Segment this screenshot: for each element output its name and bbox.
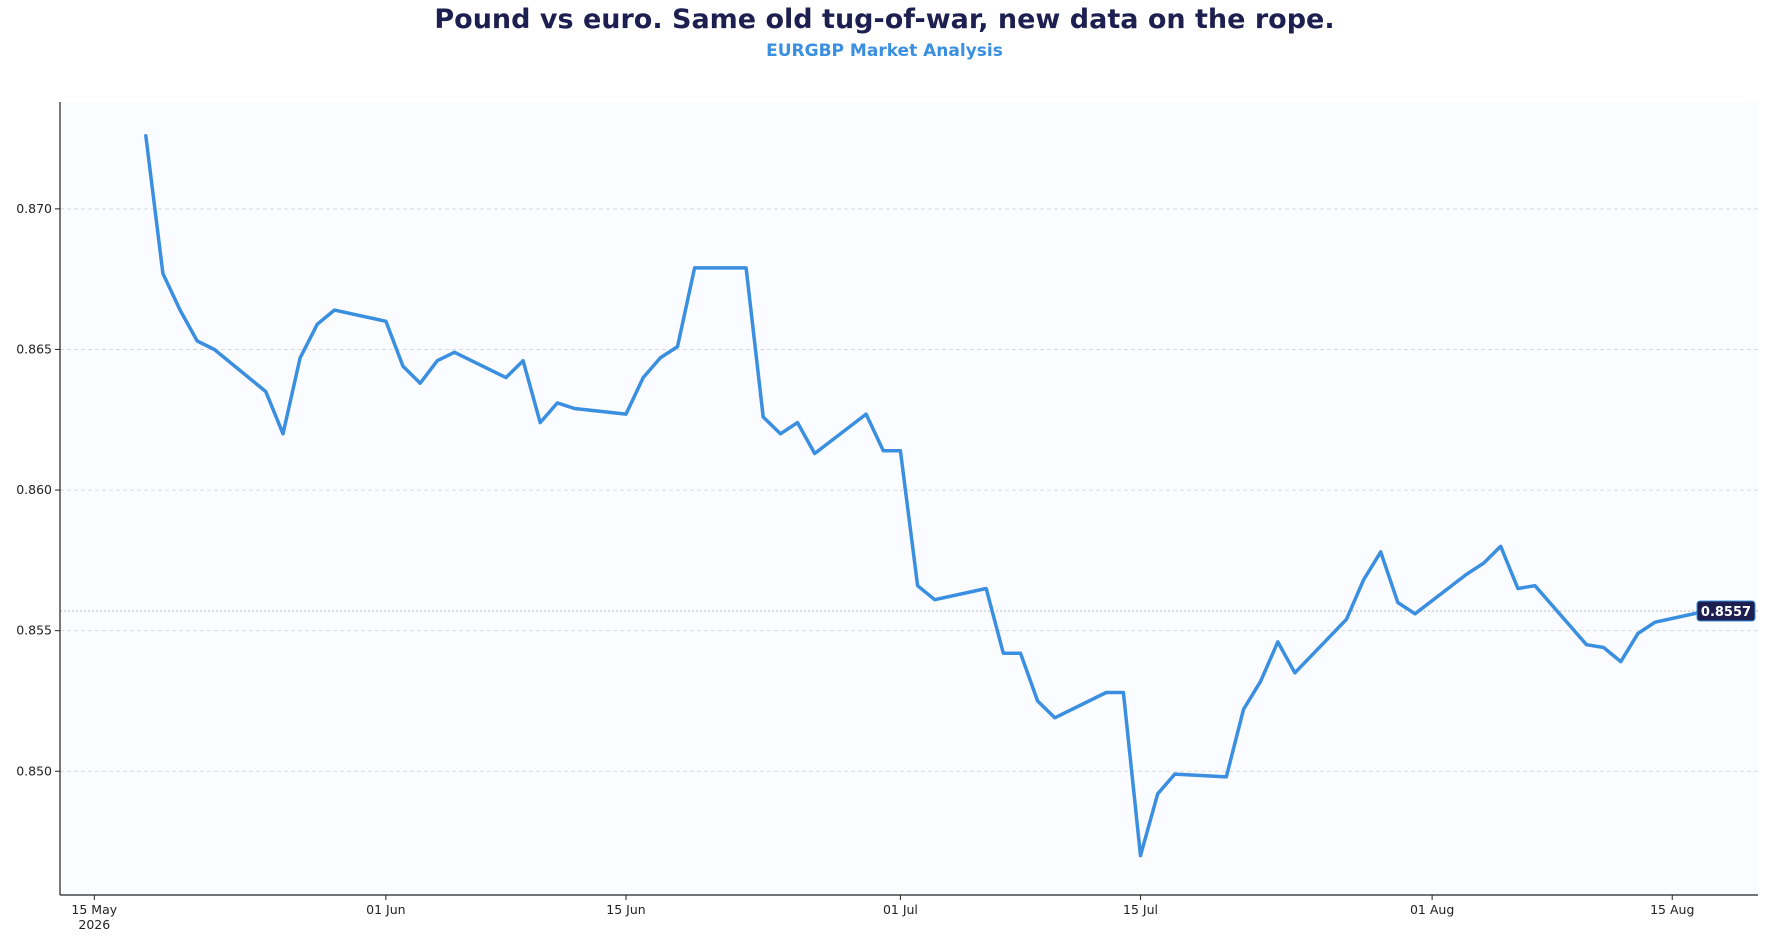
y-tick-label: 0.860 xyxy=(16,482,52,497)
last-value-label: 0.8557 xyxy=(1701,605,1751,620)
x-tick-label: 01 Jul xyxy=(883,902,918,917)
series-line xyxy=(144,133,1709,858)
y-tick-label: 0.850 xyxy=(16,763,52,778)
plot-area xyxy=(60,102,1758,895)
x-tick-label: 2026 xyxy=(78,917,110,932)
y-tick-label: 0.855 xyxy=(16,623,52,638)
x-tick-label: 01 Aug xyxy=(1410,902,1454,917)
chart-subtitle: EURGBP Market Analysis xyxy=(766,41,1003,61)
chart-title: Pound vs euro. Same old tug-of-war, new … xyxy=(434,4,1335,35)
x-tick-label: 01 Jun xyxy=(366,902,405,917)
y-tick-label: 0.865 xyxy=(16,341,52,356)
x-tick-label: 15 Jul xyxy=(1123,902,1158,917)
x-tick-label: 15 Jun xyxy=(606,902,645,917)
x-tick-label: 15 May xyxy=(71,902,117,917)
x-tick-label: 15 Aug xyxy=(1650,902,1694,917)
last-value-badge xyxy=(1696,600,1756,622)
y-tick-label: 0.870 xyxy=(16,201,52,216)
